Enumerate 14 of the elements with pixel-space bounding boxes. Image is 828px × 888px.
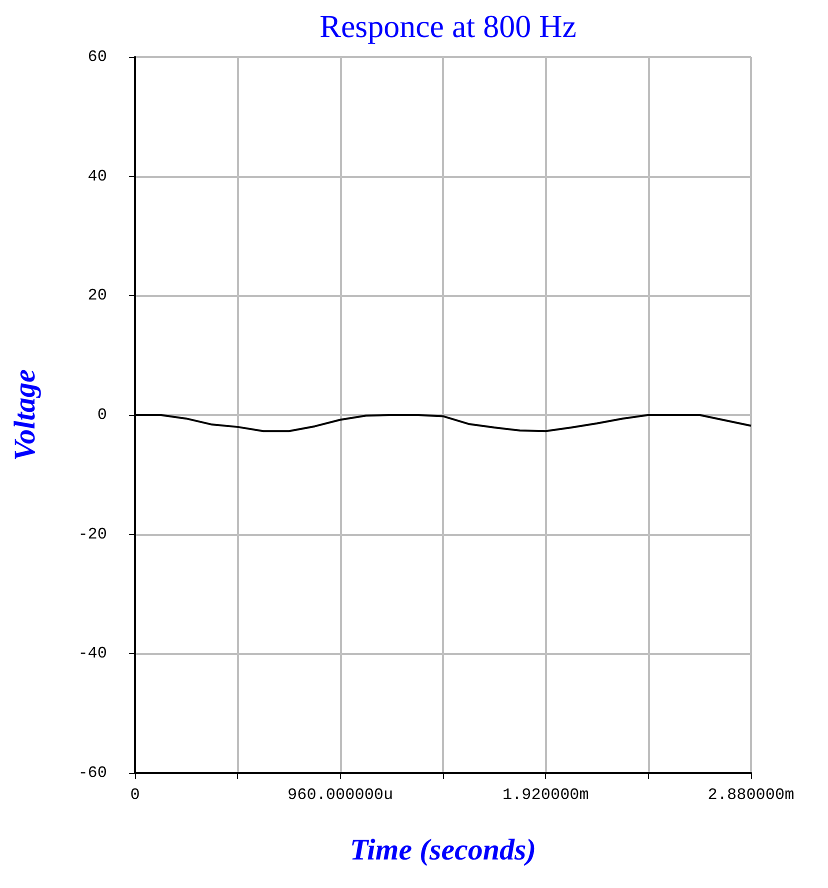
y-tick-label: -60: [78, 764, 107, 782]
y-tick-label: 0: [97, 406, 107, 424]
chart-title: Responce at 800 Hz: [320, 8, 576, 44]
y-axis-title: Voltage: [8, 369, 42, 461]
x-tick-label: 1.920000m: [502, 786, 589, 804]
y-tick-label: 20: [88, 286, 107, 305]
x-axis-title: Time (seconds): [350, 834, 536, 866]
y-tick-label: 40: [88, 167, 107, 186]
x-tick-label: 960.000000u: [288, 786, 394, 804]
y-tick-label: -20: [78, 525, 107, 544]
y-tick-label: -40: [78, 644, 107, 663]
x-tick-label: 0: [130, 786, 140, 804]
x-tick-label: 2.880000m: [708, 786, 794, 804]
y-tick-label: 60: [88, 48, 107, 66]
